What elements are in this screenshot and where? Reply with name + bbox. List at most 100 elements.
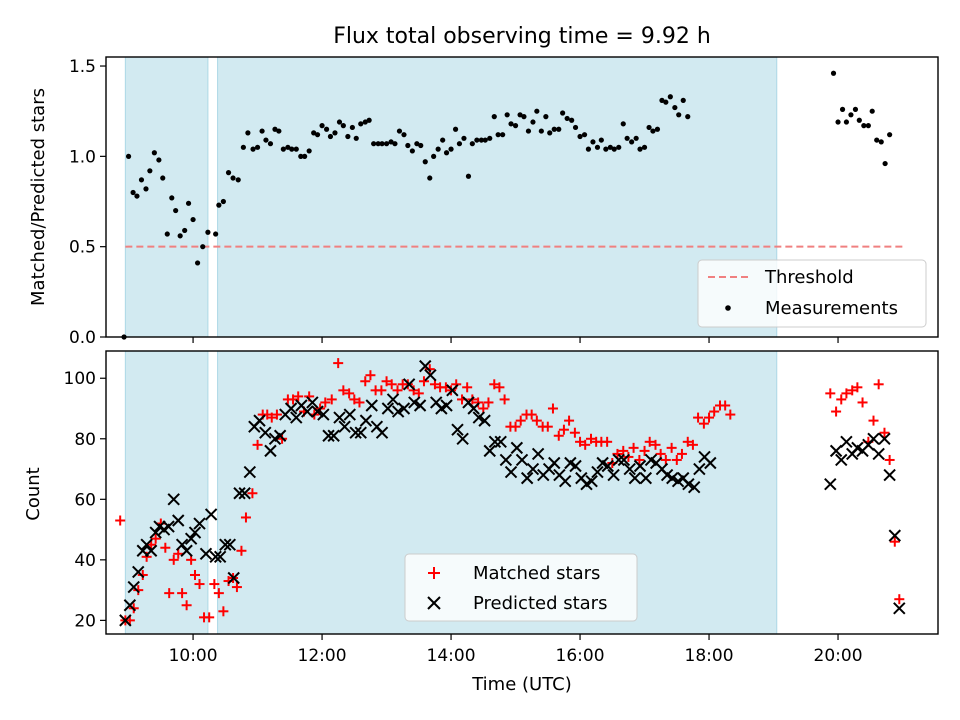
predicted-star-point xyxy=(140,538,153,551)
top-y-axis-label: Matched/Predicted stars xyxy=(28,88,49,306)
matched-star-point xyxy=(889,536,900,547)
predicted-star-point xyxy=(704,456,717,470)
matched-star-point xyxy=(462,382,473,393)
predicted-star-point xyxy=(204,508,218,521)
measurement-point xyxy=(401,132,407,138)
measurement-point xyxy=(379,141,385,147)
measurement-point xyxy=(495,132,501,138)
predicted-star-point xyxy=(209,550,222,564)
measurement-point xyxy=(585,146,592,152)
measurement-point xyxy=(551,126,557,132)
matched-star-point xyxy=(676,448,687,459)
predicted-star-point xyxy=(311,405,324,418)
measurement-point xyxy=(250,146,256,152)
measurement-point xyxy=(254,144,261,150)
measurement-point xyxy=(525,128,532,134)
y-tick-label: 80 xyxy=(74,430,96,450)
measurement-point xyxy=(409,148,415,154)
matched-star-point xyxy=(376,385,387,396)
measurement-point xyxy=(478,137,484,143)
measurement-point xyxy=(633,135,639,141)
matched-star-point xyxy=(671,454,682,465)
measurement-point xyxy=(624,135,630,141)
predicted-star-point xyxy=(149,526,162,539)
measurement-point xyxy=(654,126,661,132)
matched-star-point xyxy=(181,600,192,611)
matched-star-point xyxy=(580,439,591,450)
measurement-point xyxy=(276,128,282,134)
matched-star-point xyxy=(236,545,247,556)
matched-star-point xyxy=(194,579,205,590)
measurement-point xyxy=(371,141,377,147)
predicted-star-point xyxy=(301,405,314,418)
predicted-star-point xyxy=(386,393,400,406)
measurement-point xyxy=(245,130,251,136)
measurement-point xyxy=(672,104,678,111)
measurement-point xyxy=(151,150,157,156)
measurement-point xyxy=(213,231,219,237)
predicted-star-point xyxy=(872,447,885,461)
measurement-point xyxy=(865,123,871,129)
measurement-point xyxy=(835,119,841,125)
predicted-star-point xyxy=(835,453,848,467)
measurement-point xyxy=(289,146,295,152)
matched-star-point xyxy=(836,394,847,405)
predicted-star-point xyxy=(167,493,180,506)
matched-star-point xyxy=(884,454,895,465)
measurement-point xyxy=(547,130,553,136)
measurement-point xyxy=(323,126,330,132)
matched-star-point xyxy=(650,439,661,450)
predicted-star-point xyxy=(175,538,189,551)
matched-star-point xyxy=(252,439,263,450)
measurement-point xyxy=(383,141,390,147)
predicted-star-point xyxy=(617,453,631,467)
measurement-point xyxy=(534,108,540,114)
predicted-star-point xyxy=(687,480,701,494)
predicted-star-point xyxy=(451,423,464,436)
measurement-point xyxy=(581,132,588,138)
measurement-point xyxy=(508,121,514,127)
measurement-point xyxy=(569,117,575,123)
matched-star-point xyxy=(575,436,586,447)
matched-star-point xyxy=(831,406,842,417)
measurement-point xyxy=(556,126,562,132)
measurement-point xyxy=(156,157,162,163)
measurement-point xyxy=(680,97,686,103)
x-tick-label: 12:00 xyxy=(298,646,347,666)
measurement-point xyxy=(830,70,837,76)
measurement-point xyxy=(160,175,166,181)
predicted-star-point xyxy=(397,402,411,415)
matched-star-point xyxy=(133,585,144,596)
predicted-star-point xyxy=(223,538,237,551)
measurement-point xyxy=(422,159,428,165)
matched-star-point xyxy=(150,533,161,544)
matched-star-point xyxy=(288,394,299,405)
bottom-panel: 20 40 60 80 100 10:00 12:00 14:00 16:00 18:00 20:… xyxy=(23,350,939,695)
matched-star-points xyxy=(115,358,905,626)
measurement-point xyxy=(839,106,846,112)
measurement-point xyxy=(461,135,467,141)
legend-predicted-swatch xyxy=(427,596,441,610)
predicted-star-point xyxy=(612,453,625,467)
predicted-star-point xyxy=(290,411,303,424)
measurement-point xyxy=(349,124,355,131)
measurement-point xyxy=(667,94,673,100)
matched-star-point xyxy=(612,448,623,459)
measurement-point xyxy=(869,108,875,114)
predicted-star-point xyxy=(413,399,427,412)
predicted-star-point xyxy=(144,544,158,557)
measurement-point xyxy=(293,146,299,152)
matched-star-point xyxy=(682,436,693,447)
predicted-star-point xyxy=(888,529,901,542)
top-panel: 0.0 0.5 1.0 1.5 Matched/Predicted stars Thr… xyxy=(28,56,939,348)
predicted-star-point xyxy=(219,538,232,551)
measurement-point xyxy=(306,148,312,154)
matched-star-point xyxy=(365,370,376,381)
legend-predicted-label: Predicted stars xyxy=(473,593,607,614)
measurement-point xyxy=(659,97,665,103)
predicted-star-point xyxy=(199,547,213,560)
figure-title: Flux total observing time = 9.92 h xyxy=(333,24,711,49)
measurement-point xyxy=(164,231,170,237)
predicted-star-point xyxy=(408,396,421,409)
